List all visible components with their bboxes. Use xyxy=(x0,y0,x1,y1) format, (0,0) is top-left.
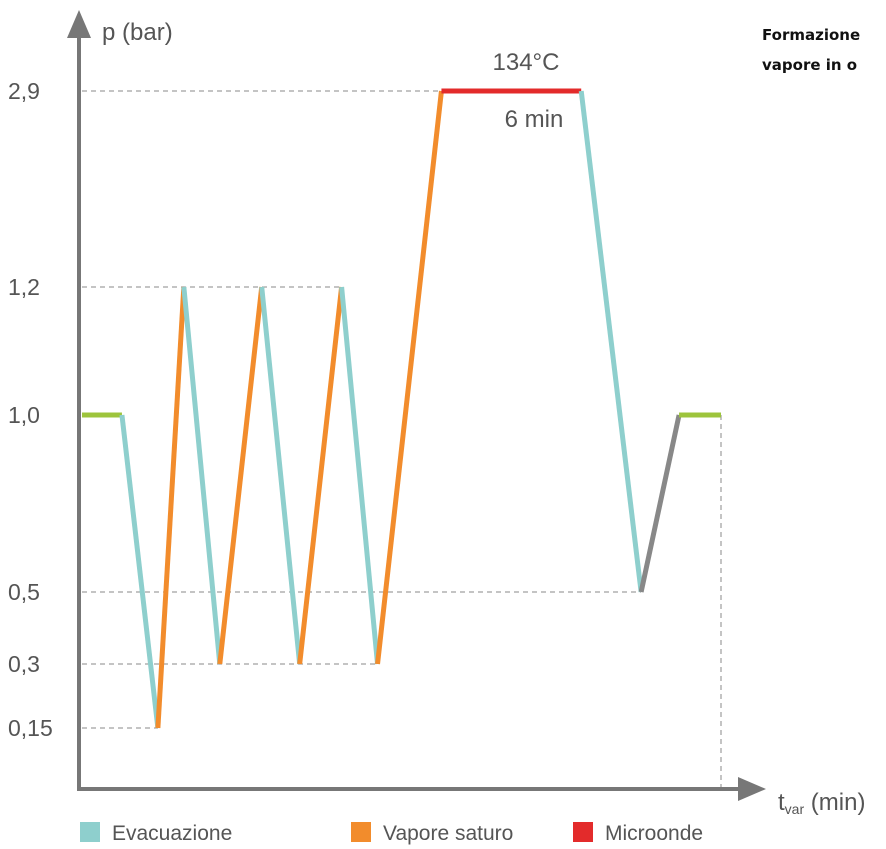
legend-label: Vapore saturo xyxy=(383,822,513,845)
legend-label: Evacuazione xyxy=(112,822,232,845)
axes xyxy=(67,10,766,801)
x-axis-label-unit: (min) xyxy=(804,789,865,816)
x-axis-label: tvar (min) xyxy=(778,789,865,817)
side-title: Formazione vapore in o xyxy=(762,20,886,80)
x-axis-label-sub: var xyxy=(785,801,805,817)
y-tick-label: 0,15 xyxy=(8,715,53,741)
legend-item-vapore-saturo: Vapore saturo xyxy=(351,822,513,845)
legend-swatch xyxy=(573,822,593,842)
y-axis-arrowhead xyxy=(67,10,91,38)
y-tick-label: 0,5 xyxy=(8,579,40,605)
segment-evacuazione xyxy=(119,414,161,729)
legend-item-evacuazione: Evacuazione xyxy=(80,822,232,845)
legend-swatch xyxy=(80,822,100,842)
segment-venting xyxy=(638,414,682,593)
segment-evacuazione xyxy=(259,286,303,665)
pressure-profile xyxy=(82,88,721,729)
side-title-line-2: vapore in o xyxy=(762,56,858,74)
segment-evacuazione xyxy=(339,286,381,665)
legend: Evacuazione Vapore saturo Microonde xyxy=(80,822,703,845)
y-tick-label: 1,0 xyxy=(8,402,40,428)
segment-evacuazione xyxy=(181,286,223,665)
y-tick-labels: 2,9 1,2 1,0 0,5 0,3 0,15 xyxy=(8,78,53,741)
legend-item-microonde: Microonde xyxy=(573,822,703,845)
segment-vapore-saturo xyxy=(217,286,265,665)
y-axis-label: p (bar) xyxy=(102,19,173,46)
segment-vapore-saturo xyxy=(155,286,187,729)
temperature-annotation: 134°C xyxy=(493,49,560,76)
legend-swatch xyxy=(351,822,371,842)
x-axis-arrowhead xyxy=(738,777,766,801)
y-tick-label: 1,2 xyxy=(8,274,40,300)
duration-annotation: 6 min xyxy=(505,106,564,133)
y-tick-label: 2,9 xyxy=(8,78,40,104)
segment-evacuazione xyxy=(578,90,644,593)
side-title-line-1: Formazione xyxy=(762,26,861,44)
segment-vapore-saturo xyxy=(375,90,444,665)
legend-label: Microonde xyxy=(605,822,703,845)
segment-vapore-saturo xyxy=(297,286,345,665)
y-tick-label: 0,3 xyxy=(8,651,40,677)
guide-lines xyxy=(82,90,722,789)
x-axis-label-main: t xyxy=(778,789,785,816)
